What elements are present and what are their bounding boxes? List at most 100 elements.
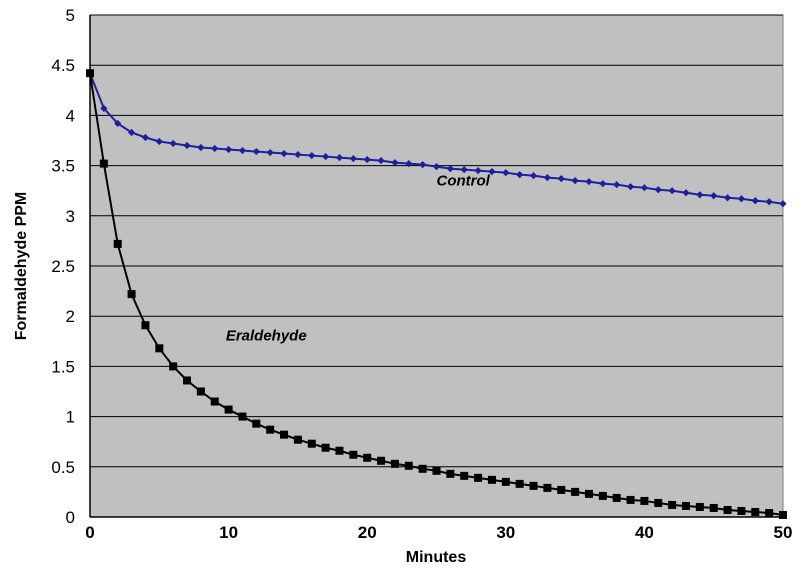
series-control bbox=[86, 69, 787, 208]
data-point bbox=[404, 461, 413, 470]
data-point bbox=[446, 469, 455, 478]
data-point bbox=[377, 456, 386, 465]
data-point bbox=[127, 128, 136, 137]
data-point bbox=[211, 144, 219, 153]
data-point bbox=[751, 507, 760, 516]
data-point bbox=[681, 501, 690, 510]
y-tick-label: 1 bbox=[66, 408, 75, 427]
data-point bbox=[696, 191, 704, 199]
y-tick-label: 1.5 bbox=[51, 357, 75, 376]
data-point bbox=[155, 137, 163, 146]
data-point bbox=[460, 471, 469, 480]
data-point bbox=[626, 495, 635, 504]
x-tick-label: 30 bbox=[496, 523, 515, 542]
data-point bbox=[765, 508, 774, 517]
y-tick-label: 3.5 bbox=[51, 157, 75, 176]
x-axis-tick-labels: 0 10 20 30 40 50 bbox=[85, 523, 792, 542]
data-point bbox=[155, 344, 164, 353]
data-point bbox=[141, 321, 150, 330]
data-point bbox=[612, 493, 621, 502]
data-point bbox=[390, 459, 399, 468]
data-point bbox=[280, 430, 289, 439]
data-point bbox=[293, 435, 302, 444]
data-point bbox=[460, 166, 468, 174]
data-point bbox=[238, 146, 247, 155]
data-point bbox=[363, 155, 371, 164]
data-point bbox=[307, 439, 316, 448]
data-point bbox=[654, 186, 662, 194]
data-point bbox=[432, 466, 441, 475]
series-label-control: Control bbox=[437, 173, 491, 190]
y-axis-title: Formaldehyde PPM bbox=[13, 192, 30, 340]
series-layer bbox=[86, 69, 787, 519]
grid-lines bbox=[90, 14, 783, 468]
data-point bbox=[446, 165, 454, 173]
data-point bbox=[100, 104, 108, 112]
data-point bbox=[765, 198, 773, 206]
data-point bbox=[668, 500, 677, 509]
data-point bbox=[183, 376, 192, 385]
x-tick-label: 40 bbox=[635, 523, 654, 542]
data-point bbox=[196, 387, 205, 396]
x-tick-label: 10 bbox=[219, 523, 238, 542]
x-axis-title: Minutes bbox=[406, 549, 467, 566]
data-point bbox=[557, 485, 566, 494]
y-tick-label: 4.5 bbox=[51, 56, 75, 75]
data-point bbox=[391, 158, 399, 167]
data-point bbox=[113, 239, 122, 248]
data-point bbox=[599, 180, 607, 188]
data-point bbox=[695, 502, 704, 511]
data-point bbox=[515, 479, 524, 488]
y-tick-label: 0.5 bbox=[51, 458, 75, 477]
data-point bbox=[474, 473, 483, 482]
data-point bbox=[335, 153, 344, 162]
data-point bbox=[710, 192, 718, 200]
y-axis-tick-labels: 0 0.5 1 1.5 2 2.5 3 3.5 4 4.5 5 bbox=[51, 6, 75, 527]
data-point bbox=[169, 139, 177, 148]
x-tick-label: 50 bbox=[774, 523, 793, 542]
data-point bbox=[335, 446, 344, 455]
annotation-layer: Control Eraldehyde bbox=[226, 173, 491, 345]
data-point bbox=[377, 156, 385, 165]
data-point bbox=[114, 119, 122, 128]
data-point bbox=[737, 195, 746, 203]
data-point bbox=[737, 506, 746, 515]
data-point bbox=[321, 443, 330, 452]
data-point bbox=[751, 197, 759, 205]
data-point bbox=[613, 181, 621, 189]
data-point bbox=[571, 177, 579, 185]
data-point bbox=[654, 498, 663, 507]
data-point bbox=[266, 148, 274, 157]
y-tick-label: 4 bbox=[66, 106, 75, 125]
data-point bbox=[723, 505, 732, 514]
y-tick-label: 0 bbox=[66, 508, 75, 527]
data-point bbox=[529, 172, 538, 180]
data-point bbox=[294, 150, 302, 159]
data-point bbox=[349, 154, 357, 163]
y-tick-label: 5 bbox=[66, 6, 75, 25]
data-point bbox=[99, 159, 108, 168]
data-point bbox=[571, 487, 580, 496]
data-point bbox=[501, 477, 510, 486]
data-point bbox=[169, 362, 178, 371]
data-point bbox=[584, 489, 593, 498]
data-point bbox=[210, 397, 219, 406]
data-point bbox=[474, 167, 482, 175]
data-point bbox=[225, 145, 233, 154]
data-point bbox=[488, 168, 496, 176]
y-tick-label: 3 bbox=[66, 207, 75, 226]
data-point bbox=[141, 133, 150, 142]
data-point bbox=[626, 183, 635, 191]
data-point bbox=[224, 405, 233, 414]
x-tick-label: 20 bbox=[358, 523, 377, 542]
data-point bbox=[723, 194, 732, 202]
data-point bbox=[322, 152, 330, 161]
data-point bbox=[779, 200, 787, 208]
data-point bbox=[308, 151, 316, 160]
y-tick-label: 2.5 bbox=[51, 257, 75, 276]
data-point bbox=[238, 412, 247, 421]
data-point bbox=[266, 425, 275, 434]
data-point bbox=[197, 143, 205, 152]
data-point bbox=[709, 503, 718, 512]
